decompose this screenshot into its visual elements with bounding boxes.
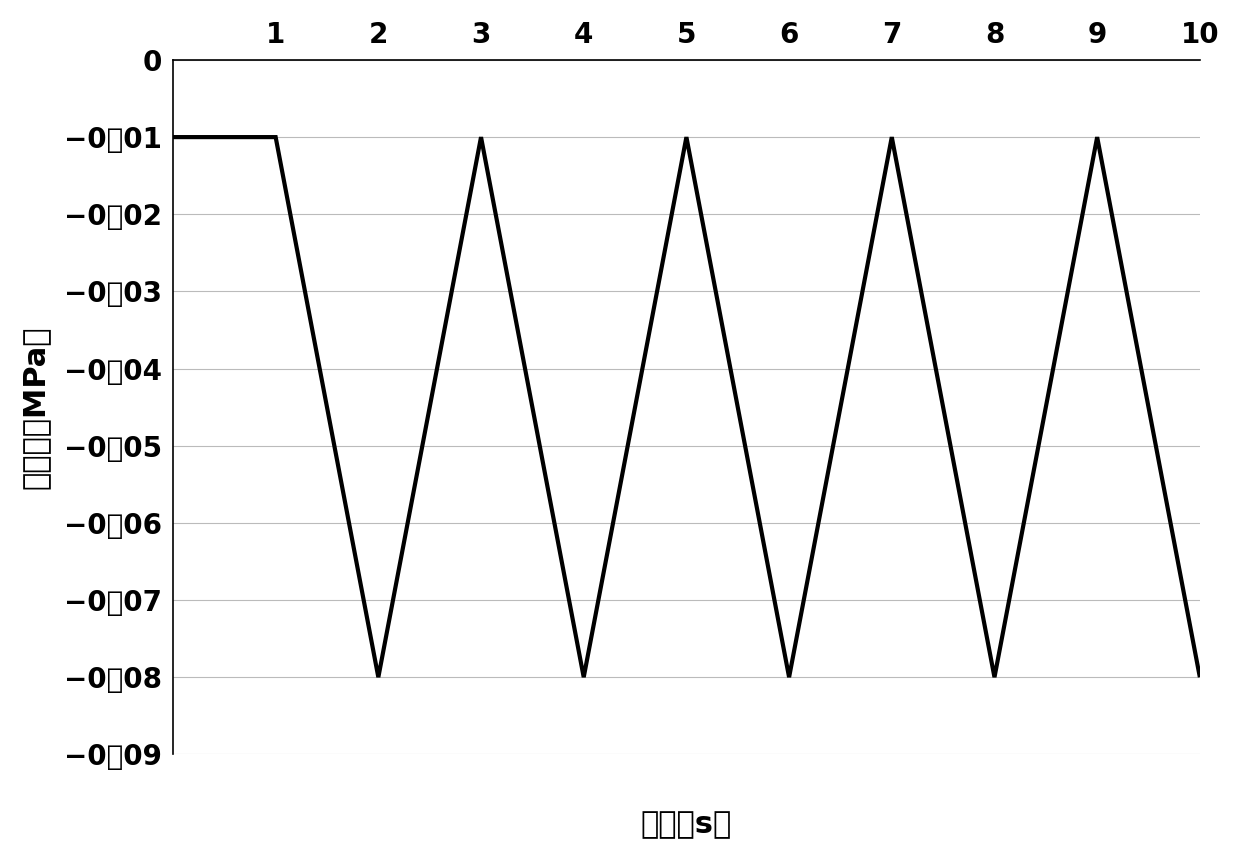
Text: 时间（s）: 时间（s）: [641, 810, 732, 839]
Y-axis label: 真空度（MPa）: 真空度（MPa）: [21, 326, 50, 488]
